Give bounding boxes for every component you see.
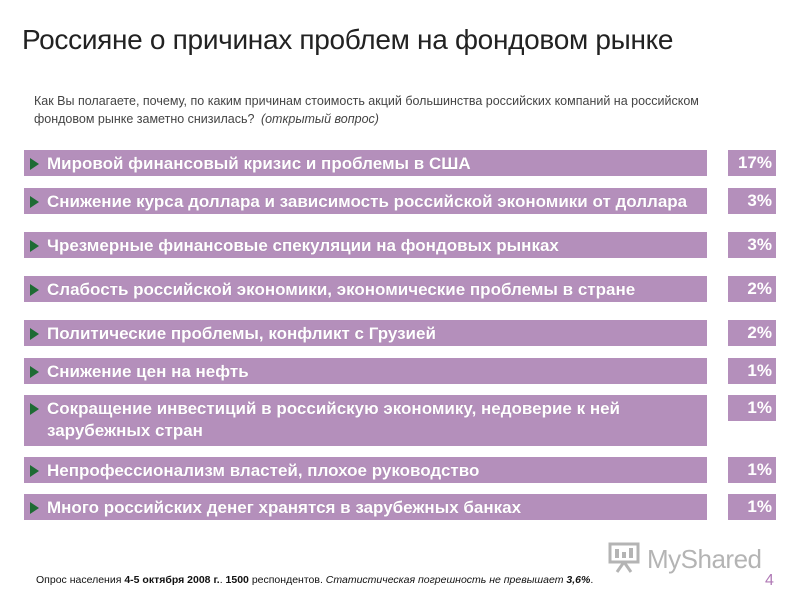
page-number: 4 (765, 572, 774, 589)
bar-row-9: Много российских денег хранятся в зарубе… (24, 494, 707, 520)
bullet-arrow-icon (30, 196, 39, 208)
category-label: Политические проблемы, конфликт с Грузие… (47, 324, 436, 343)
bar-row-8: Непрофессионализм властей, плохое руково… (24, 457, 707, 483)
category-label: Снижение курса доллара и зависимость рос… (47, 192, 688, 211)
bar-row-4: Слабость российской экономики, экономиче… (24, 276, 707, 302)
presentation-board-icon (607, 540, 641, 579)
value-label: 1% (728, 358, 776, 384)
footer-prefix: Опрос населения (36, 574, 122, 586)
bar-row-7: Сокращение инвестиций в российскую эконо… (24, 395, 707, 446)
category-label: Мировой финансовый кризис и проблемы в С… (47, 154, 471, 173)
category-label: Чрезмерные финансовые спекуляции на фонд… (47, 236, 559, 255)
category-label: Много российских денег хранятся в зарубе… (47, 498, 522, 517)
bar-row-2: Снижение курса доллара и зависимость рос… (24, 188, 707, 214)
value-label: 3% (728, 188, 776, 214)
category-label: Слабость российской экономики, экономиче… (47, 280, 636, 299)
value-label: 17% (728, 150, 776, 176)
value-label: 2% (728, 276, 776, 302)
value-label: 1% (728, 457, 776, 483)
bullet-arrow-icon (30, 465, 39, 477)
bar-row-6: Снижение цен на нефть (24, 358, 707, 384)
footer-dates: 4-5 октября 2008 г. (124, 574, 220, 586)
bullet-arrow-icon (30, 158, 39, 170)
footer-error-value: 3,6% (566, 574, 591, 586)
value-label: 2% (728, 320, 776, 346)
footer-respondents: респондентов. (251, 574, 323, 586)
value-label: 3% (728, 232, 776, 258)
category-label: Сокращение инвестиций в российскую эконо… (47, 399, 621, 440)
bullet-arrow-icon (30, 403, 39, 415)
bullet-arrow-icon (30, 502, 39, 514)
value-label: 1% (728, 494, 776, 520)
bar-row-3: Чрезмерные финансовые спекуляции на фонд… (24, 232, 707, 258)
bullet-arrow-icon (30, 366, 39, 378)
question-note: (открытый вопрос) (260, 112, 379, 126)
question-text: Как Вы полагаете, почему, по каким причи… (34, 94, 699, 126)
page-title: Россияне о причинах проблем на фондовом … (22, 24, 674, 55)
bullet-arrow-icon (30, 328, 39, 340)
footer-end: . (590, 574, 594, 586)
value-label: 1% (728, 395, 776, 421)
footer-error-note: Статистическая погрешность не превышает (325, 574, 564, 586)
survey-question: Как Вы полагаете, почему, по каким причи… (34, 92, 734, 128)
logo-text: MyShared (647, 544, 762, 574)
watermark-logo: MyShared (607, 540, 762, 579)
category-label: Непрофессионализм властей, плохое руково… (47, 461, 480, 480)
footer-sep: . (219, 574, 223, 586)
footer-count: 1500 (225, 574, 249, 586)
bar-row-5: Политические проблемы, конфликт с Грузие… (24, 320, 707, 346)
bullet-arrow-icon (30, 240, 39, 252)
footer: Опрос населения 4-5 октября 2008 г.. 150… (36, 574, 593, 586)
bar-row-1: Мировой финансовый кризис и проблемы в С… (24, 150, 707, 176)
bullet-arrow-icon (30, 284, 39, 296)
category-label: Снижение цен на нефть (47, 362, 249, 381)
